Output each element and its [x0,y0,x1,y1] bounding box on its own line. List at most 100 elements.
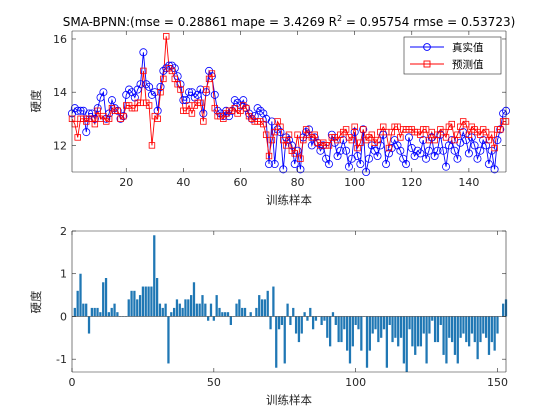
error-bar [448,316,451,338]
actual-point [76,106,85,115]
predicted-point [297,155,304,162]
x-tick-label: 140 [458,176,479,189]
error-bar [482,316,485,334]
y-tick-label: 12 [53,139,67,152]
actual-point [416,149,425,158]
actual-point [444,141,453,150]
predicted-point [260,120,267,128]
error-bar [459,316,462,338]
error-bar [397,316,400,347]
error-bar [374,316,377,330]
error-bar [283,316,286,364]
actual-point [353,152,362,161]
error-bar [422,316,425,334]
actual-point [364,154,373,163]
x-tick-label: 120 [401,176,422,189]
error-bar [357,316,360,330]
error-bar [224,312,227,317]
error-bar [348,316,352,364]
prediction-line-chart: SMA-BPNN:(mse = 0.28861 mape = 3.4269 R2… [29,14,515,207]
error-bar [428,316,431,334]
error-bar [314,316,318,321]
error-bar [138,295,142,317]
error-bar [377,316,380,343]
error-bar [360,316,363,351]
chart1-ylabel: 硬度 [29,89,43,112]
predicted-point [120,112,127,120]
error-bar [337,316,340,343]
error-bar [255,307,258,317]
x-tick-label: 100 [344,176,365,189]
actual-point [370,146,379,155]
y-tick-label: 1 [60,268,67,281]
actual-point [202,88,211,97]
error-bar [198,303,201,317]
actual-point [276,128,285,137]
actual-point [384,149,393,158]
error-bar [249,312,252,317]
error-bar [323,316,326,321]
error-bar [439,316,442,325]
y-tick-label: 0 [60,310,67,323]
actual-point [133,85,142,94]
predicted-point [211,104,218,112]
legend-predicted-label: 预测值 [452,58,484,71]
predicted-point [177,86,184,93]
actual-point [179,96,188,105]
error-bar [90,307,93,317]
error-bar [116,312,119,317]
error-bar [190,295,193,317]
actual-point [450,146,459,155]
error-bar [99,312,102,317]
actual-point [322,154,331,163]
error-bar [170,312,173,317]
actual-point [442,162,451,171]
error-bar [419,316,423,347]
x-tick-label: 20 [119,176,133,189]
x-tick-label: 150 [487,376,508,389]
predicted-point [154,115,161,122]
error-bar [436,316,440,343]
predicted-point [351,123,358,130]
actual-point [424,146,433,155]
error-bar [102,282,105,317]
predicted-point [385,144,393,152]
actual-point [90,114,99,123]
error-bar [465,316,468,343]
error-bar [260,299,264,317]
error-bar [150,286,153,317]
error-bar [391,316,394,343]
actual-point [256,106,265,115]
actual-point [222,106,231,115]
error-bar [433,316,437,343]
error-bar [195,303,198,317]
error-bar [292,307,295,317]
predicted-point [148,142,156,149]
error-bar [73,307,76,317]
actual-point [136,80,145,89]
actual-point [185,88,194,97]
actual-point [304,125,313,134]
error-bar [405,316,408,372]
error-bar [320,316,323,325]
actual-point [210,90,219,99]
error-bar [164,303,167,317]
error-bar [431,316,434,321]
error-bar [346,316,349,351]
error-bar [380,316,383,338]
error-bar [280,316,284,325]
y-tick-label: 2 [60,225,67,238]
predicted-point [448,120,455,128]
error-bar [243,307,247,317]
predicted-point [188,110,196,117]
error-bar [192,282,196,317]
error-bar [388,316,391,325]
error-bar [473,316,476,343]
error-bar [79,273,82,317]
actual-point [464,149,473,158]
actual-point [73,106,82,115]
error-bar [294,316,298,334]
error-bar [161,307,164,317]
error-bar [416,316,420,347]
